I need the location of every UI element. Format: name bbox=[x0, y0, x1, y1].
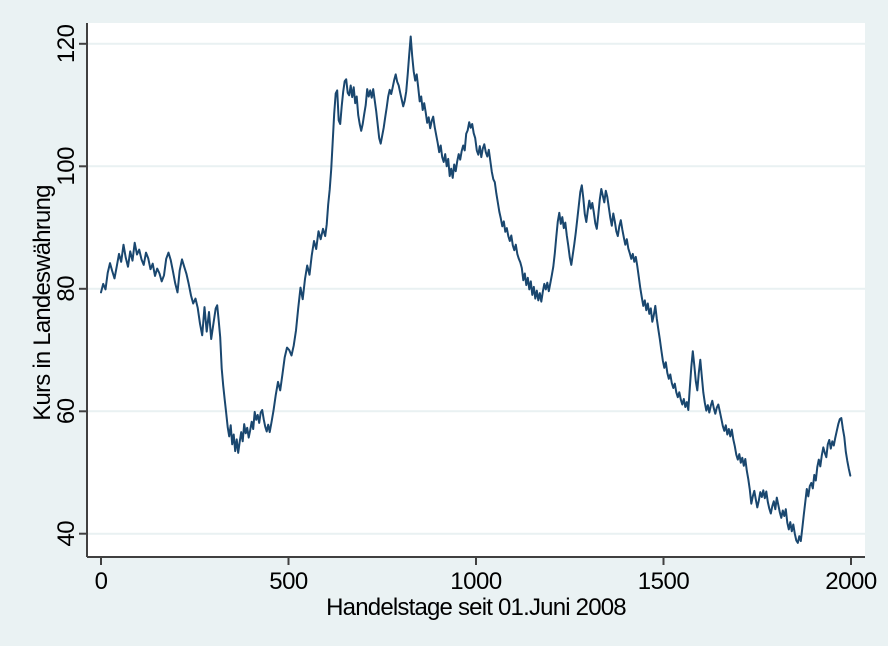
y-tick-label: 40 bbox=[53, 521, 80, 547]
x-tick-label: 500 bbox=[269, 568, 308, 595]
y-tick-label: 120 bbox=[53, 24, 80, 63]
gridlines bbox=[87, 42, 865, 535]
y-tick-label: 100 bbox=[53, 147, 80, 186]
x-tick-label: 1500 bbox=[638, 568, 690, 595]
y-tick-label: 80 bbox=[53, 276, 80, 302]
x-axis-title: Handelstage seit 01.Juni 2008 bbox=[326, 594, 626, 621]
series-group bbox=[100, 35, 852, 544]
tick-labels: 0 500 1000 1500 2000 40 60 80 100 120 bbox=[53, 24, 877, 595]
price-line bbox=[100, 35, 852, 544]
y-tick-label: 60 bbox=[53, 398, 80, 424]
x-tick-label: 2000 bbox=[825, 568, 877, 595]
y-axis-title: Kurs in Landeswährung bbox=[29, 185, 56, 420]
tick-marks bbox=[79, 42, 852, 565]
x-tick-label: 1000 bbox=[450, 568, 502, 595]
plot-area bbox=[87, 23, 865, 557]
x-tick-label: 0 bbox=[95, 568, 108, 595]
